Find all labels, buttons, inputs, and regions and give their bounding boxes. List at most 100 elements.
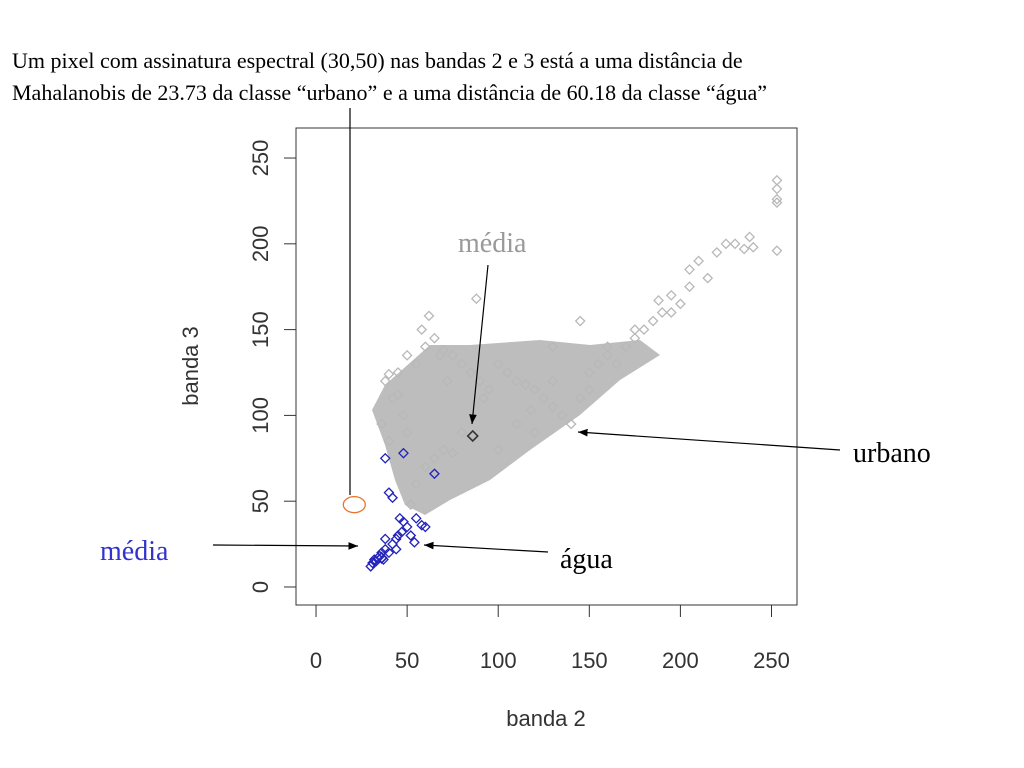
point bbox=[401, 521, 413, 533]
point bbox=[365, 560, 377, 572]
point bbox=[556, 409, 568, 421]
point bbox=[423, 310, 435, 322]
point bbox=[665, 307, 677, 318]
point bbox=[396, 526, 408, 538]
point bbox=[520, 379, 531, 390]
point bbox=[711, 246, 723, 258]
point bbox=[419, 341, 431, 353]
point bbox=[456, 358, 468, 370]
plot-frame bbox=[295, 127, 798, 606]
arrow bbox=[469, 264, 489, 425]
point bbox=[674, 298, 686, 310]
point bbox=[629, 332, 641, 344]
point bbox=[511, 418, 522, 430]
x-tick-label: 250 bbox=[753, 648, 790, 673]
point bbox=[574, 315, 586, 327]
point bbox=[405, 499, 417, 511]
point bbox=[653, 295, 664, 306]
x-axis-title: banda 2 bbox=[506, 706, 586, 731]
point bbox=[387, 538, 398, 550]
point bbox=[771, 183, 783, 195]
x-tick-label: 150 bbox=[571, 648, 608, 673]
x-tick-label: 100 bbox=[480, 648, 517, 673]
point bbox=[602, 341, 613, 353]
point bbox=[529, 427, 541, 438]
point bbox=[583, 367, 595, 378]
x-tick-label: 50 bbox=[395, 648, 419, 673]
arrow bbox=[577, 428, 841, 451]
point bbox=[565, 418, 577, 430]
y-tick-label: 100 bbox=[248, 397, 273, 434]
point bbox=[647, 315, 659, 327]
title-line: Um pixel com assinatura espectral (30,50… bbox=[12, 48, 743, 73]
point bbox=[438, 444, 449, 456]
mean-label: média bbox=[458, 228, 527, 259]
point bbox=[492, 444, 504, 456]
point bbox=[410, 512, 422, 524]
point bbox=[511, 375, 522, 387]
y-tick-label: 250 bbox=[248, 140, 273, 177]
pixel-marker bbox=[342, 495, 366, 514]
point bbox=[583, 384, 595, 396]
point bbox=[401, 349, 413, 361]
point bbox=[771, 245, 783, 257]
point bbox=[547, 375, 559, 387]
point bbox=[392, 367, 404, 378]
point bbox=[390, 543, 402, 555]
point bbox=[390, 533, 402, 545]
point bbox=[447, 447, 459, 459]
y-tick-label: 50 bbox=[248, 489, 273, 513]
point bbox=[747, 241, 759, 253]
point bbox=[379, 375, 391, 387]
point bbox=[638, 324, 650, 336]
point bbox=[574, 392, 586, 404]
mean-point bbox=[466, 429, 479, 443]
point bbox=[379, 533, 391, 545]
point bbox=[771, 197, 783, 209]
point bbox=[383, 435, 395, 447]
point bbox=[419, 521, 431, 533]
point bbox=[383, 547, 395, 559]
y-tick-label: 200 bbox=[248, 225, 273, 262]
point bbox=[684, 264, 695, 275]
point bbox=[483, 384, 495, 396]
point bbox=[620, 341, 632, 353]
point bbox=[410, 478, 422, 490]
point bbox=[629, 324, 641, 336]
point bbox=[379, 452, 391, 464]
class-label: água bbox=[560, 544, 613, 575]
x-tick-label: 200 bbox=[662, 648, 699, 673]
point bbox=[738, 243, 750, 255]
point bbox=[529, 384, 541, 396]
point bbox=[367, 557, 378, 569]
point bbox=[729, 238, 741, 250]
arrow bbox=[423, 541, 549, 553]
mean-point bbox=[375, 551, 388, 564]
point bbox=[429, 468, 440, 480]
point bbox=[465, 367, 477, 378]
point bbox=[416, 324, 428, 336]
point bbox=[470, 293, 482, 305]
x-tick-label: 0 bbox=[310, 648, 322, 673]
title-line: Mahalanobis de 23.73 da classe “urbano” … bbox=[12, 80, 767, 105]
point bbox=[593, 358, 604, 370]
point bbox=[410, 358, 422, 370]
point bbox=[387, 492, 398, 504]
point bbox=[501, 367, 513, 378]
point bbox=[771, 193, 783, 205]
point bbox=[702, 272, 714, 284]
point bbox=[525, 404, 537, 416]
y-axis-title: banda 3 bbox=[178, 326, 203, 406]
point bbox=[398, 447, 409, 459]
point bbox=[456, 427, 468, 438]
point bbox=[478, 392, 490, 404]
point bbox=[429, 332, 440, 344]
point bbox=[398, 409, 409, 421]
y-tick-label: 150 bbox=[248, 311, 273, 348]
point bbox=[665, 289, 677, 301]
point bbox=[383, 487, 395, 499]
mean-label: média bbox=[100, 536, 169, 567]
point bbox=[547, 401, 559, 413]
point bbox=[392, 389, 404, 401]
